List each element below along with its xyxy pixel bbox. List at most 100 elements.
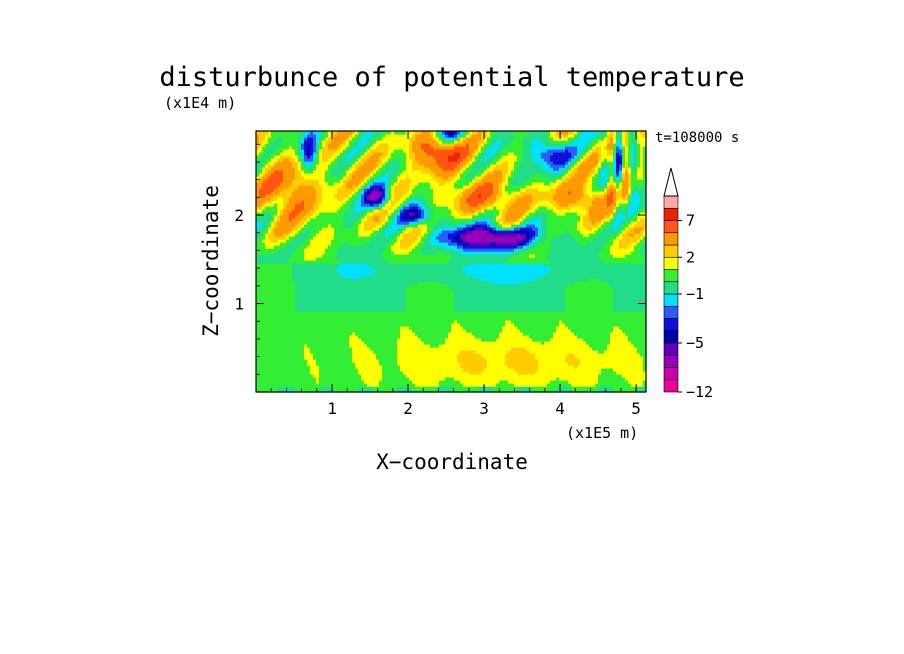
field-cell (634, 296, 638, 300)
field-cell (430, 296, 434, 300)
field-cell (622, 329, 626, 333)
field-cell (631, 338, 635, 342)
field-cell (523, 323, 527, 327)
field-cell (538, 290, 542, 294)
field-cell (544, 278, 548, 282)
field-cell (427, 329, 431, 333)
field-cell (304, 317, 308, 321)
field-cell (469, 284, 473, 288)
field-cell (424, 335, 428, 339)
field-cell (268, 386, 272, 390)
field-cell (451, 308, 455, 312)
field-cell (301, 374, 305, 378)
field-cell (418, 290, 422, 294)
field-cell (523, 284, 527, 288)
field-cell (529, 314, 533, 318)
field-cell (403, 305, 407, 309)
field-cell (559, 356, 563, 360)
field-cell (346, 332, 350, 336)
field-cell (478, 281, 482, 285)
field-cell (262, 308, 266, 312)
field-cell (604, 302, 608, 306)
field-cell (403, 365, 407, 369)
field-cell (316, 284, 320, 288)
field-cell (463, 377, 467, 381)
field-cell (397, 314, 401, 318)
field-cell (463, 299, 467, 303)
field-cell (445, 338, 449, 342)
field-cell (487, 386, 491, 390)
field-cell (319, 353, 323, 357)
field-cell (424, 389, 428, 393)
field-cell (280, 338, 284, 342)
field-cell (268, 326, 272, 330)
field-cell (517, 290, 521, 294)
field-cell (499, 341, 503, 345)
field-cell (337, 335, 341, 339)
field-cell (580, 374, 584, 378)
field-cell (421, 344, 425, 348)
field-cell (403, 380, 407, 384)
field-cell (598, 359, 602, 363)
field-cell (352, 386, 356, 390)
field-cell (514, 347, 518, 351)
field-cell (640, 356, 644, 360)
field-cell (520, 356, 524, 360)
field-cell (367, 344, 371, 348)
field-cell (292, 374, 296, 378)
field-cell (265, 323, 269, 327)
field-cell (448, 290, 452, 294)
field-cell (529, 323, 533, 327)
field-cell (565, 380, 569, 384)
field-cell (544, 320, 548, 324)
field-cell (643, 353, 647, 357)
field-cell (484, 353, 488, 357)
field-cell (562, 368, 566, 372)
field-cell (355, 353, 359, 357)
field-cell (610, 338, 614, 342)
field-cell (358, 281, 362, 285)
field-cell (481, 371, 485, 375)
field-cell (496, 317, 500, 321)
field-cell (550, 335, 554, 339)
field-cell (301, 386, 305, 390)
field-cell (625, 371, 629, 375)
field-cell (520, 341, 524, 345)
field-cell (322, 377, 326, 381)
field-cell (292, 293, 296, 297)
field-cell (334, 365, 338, 369)
field-cell (439, 338, 443, 342)
field-cell (352, 284, 356, 288)
field-cell (313, 347, 317, 351)
field-cell (367, 311, 371, 315)
field-cell (523, 302, 527, 306)
field-cell (352, 353, 356, 357)
field-cell (547, 281, 551, 285)
field-cell (376, 323, 380, 327)
field-cell (529, 377, 533, 381)
field-cell (511, 296, 515, 300)
field-cell (505, 326, 509, 330)
field-cell (544, 326, 548, 330)
field-cell (391, 287, 395, 291)
field-cell (373, 341, 377, 345)
field-cell (433, 389, 437, 393)
field-cell (364, 287, 368, 291)
field-cell (286, 311, 290, 315)
field-cell (364, 323, 368, 327)
field-cell (280, 356, 284, 360)
field-cell (376, 386, 380, 390)
field-cell (628, 305, 632, 309)
field-cell (493, 374, 497, 378)
field-cell (397, 338, 401, 342)
field-cell (580, 293, 584, 297)
field-cell (454, 380, 458, 384)
field-cell (529, 380, 533, 384)
field-cell (442, 323, 446, 327)
field-cell (496, 350, 500, 354)
field-cell (436, 293, 440, 297)
field-cell (451, 341, 455, 345)
field-cell (436, 350, 440, 354)
field-cell (382, 374, 386, 378)
field-cell (475, 362, 479, 366)
